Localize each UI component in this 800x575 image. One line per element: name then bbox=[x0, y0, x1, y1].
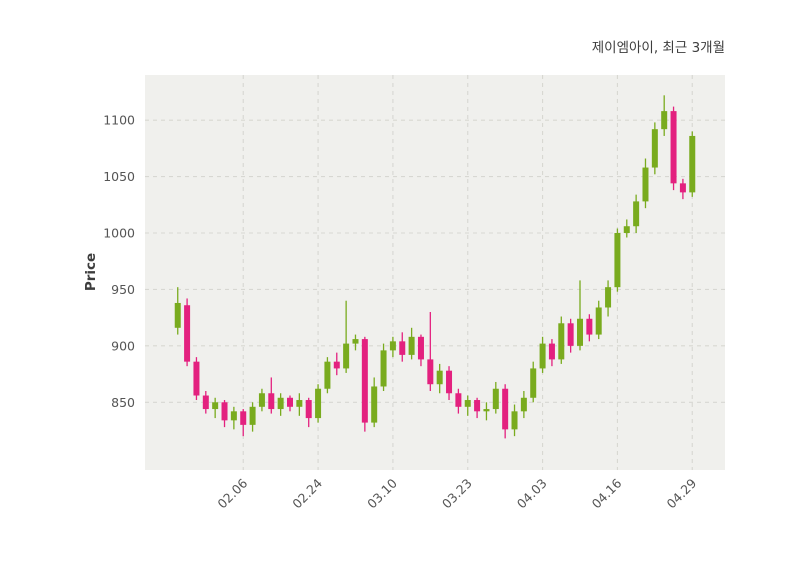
candle-body-down bbox=[670, 111, 677, 184]
candle-body-up bbox=[296, 400, 303, 407]
x-tick-label: 04.16 bbox=[589, 475, 625, 511]
plot-area bbox=[145, 75, 725, 470]
y-tick-label: 850 bbox=[111, 395, 135, 410]
candle-body-up bbox=[520, 397, 527, 412]
candle-body-up bbox=[436, 370, 443, 385]
candle-body-up bbox=[408, 336, 415, 355]
candle-body-down bbox=[548, 343, 555, 360]
candle-body-up bbox=[277, 397, 284, 410]
candle-body-down bbox=[361, 339, 368, 423]
candle-body-up bbox=[371, 386, 378, 423]
candle-layer bbox=[174, 95, 696, 439]
x-tick-label: 02.24 bbox=[289, 475, 325, 511]
candle-body-down bbox=[287, 397, 293, 407]
y-tick-label: 1050 bbox=[103, 169, 135, 184]
candle-body-down bbox=[193, 361, 200, 396]
x-tick-label: 04.29 bbox=[663, 475, 699, 511]
candle-body-down bbox=[567, 323, 574, 346]
candle-body-up bbox=[530, 368, 537, 398]
x-tick-label: 02.06 bbox=[214, 475, 250, 511]
candle-body-up bbox=[258, 393, 265, 407]
candle-body-down bbox=[399, 341, 406, 355]
y-tick-label: 1000 bbox=[103, 226, 135, 241]
chart-title: 제이엠아이, 최근 3개월 bbox=[592, 40, 725, 56]
candle-body-down bbox=[184, 305, 191, 362]
candle-body-up bbox=[230, 411, 237, 421]
candle-body-up bbox=[539, 343, 546, 369]
candle-body-down bbox=[305, 400, 312, 419]
candle-body-up bbox=[315, 388, 322, 419]
candle-body-up bbox=[623, 226, 630, 233]
candle-body-up bbox=[511, 411, 518, 430]
candle-body-up bbox=[174, 302, 181, 328]
y-axis-label: Price bbox=[83, 253, 99, 291]
candle-body-up bbox=[595, 307, 602, 335]
candle-body-up bbox=[642, 167, 649, 202]
candle-body-down bbox=[333, 361, 340, 369]
candle-body-up bbox=[249, 406, 256, 425]
candle-body-up bbox=[324, 361, 331, 389]
candle-body-down bbox=[455, 393, 462, 407]
candle-body-up bbox=[212, 402, 219, 410]
x-tick-label: 04.03 bbox=[514, 476, 550, 512]
candle-body-down bbox=[586, 318, 593, 335]
candle-body-down bbox=[679, 183, 686, 193]
candle-body-up bbox=[389, 341, 396, 351]
candle-body-down bbox=[474, 400, 481, 412]
y-tick-label: 1100 bbox=[103, 113, 135, 128]
candle-body-up bbox=[577, 318, 583, 346]
candle-body-down bbox=[417, 336, 424, 360]
candle-body-down bbox=[268, 393, 275, 410]
candle-body-up bbox=[343, 343, 350, 369]
candle-body-down bbox=[502, 388, 509, 430]
x-tick-label: 03.10 bbox=[364, 475, 400, 511]
candle-body-down bbox=[427, 359, 434, 385]
candle-body-up bbox=[633, 201, 640, 227]
x-tick-label: 03.23 bbox=[439, 476, 475, 512]
candle-body-up bbox=[352, 339, 359, 344]
candle-body-up bbox=[464, 400, 471, 407]
candle-body-up bbox=[483, 409, 490, 412]
y-tick-label: 900 bbox=[111, 338, 135, 353]
candle-body-up bbox=[380, 350, 387, 387]
candle-body-up bbox=[651, 129, 658, 168]
candle-body-up bbox=[492, 388, 499, 410]
candle-body-up bbox=[558, 323, 565, 360]
y-tick-label: 950 bbox=[111, 282, 135, 297]
candle-body-down bbox=[221, 402, 228, 421]
candle-body-up bbox=[661, 111, 668, 130]
candle-body-up bbox=[689, 135, 696, 193]
candle-body-up bbox=[605, 287, 612, 308]
candle-body-up bbox=[614, 233, 621, 288]
candle-body-down bbox=[202, 395, 209, 410]
candle-body-down bbox=[446, 370, 453, 394]
candle-body-down bbox=[240, 411, 247, 425]
